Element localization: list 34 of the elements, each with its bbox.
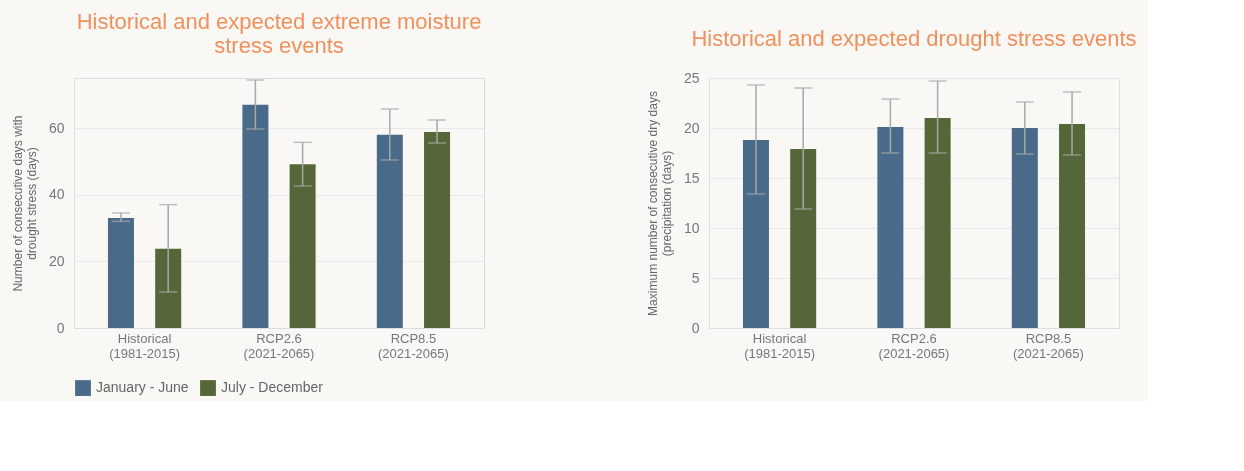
x-tick-label: RCP8.5 (2021-2065) <box>1013 330 1084 361</box>
bar <box>376 134 403 328</box>
bar <box>1011 128 1038 328</box>
legend-label: January - June <box>96 379 189 396</box>
bar <box>877 127 904 328</box>
bar <box>155 248 182 328</box>
chart-title: Historical and expected extreme moisture stress events <box>76 9 482 58</box>
y-tick-label: 5 <box>691 269 700 286</box>
y-tick-label: 40 <box>48 186 65 203</box>
bar <box>742 140 769 328</box>
y-axis-title: Maximum number of consecutive dry days (precipitation (days) <box>645 91 674 316</box>
y-tick-label: 15 <box>683 169 700 186</box>
bar <box>107 218 134 328</box>
y-tick-label: 20 <box>48 252 65 269</box>
bar <box>790 149 817 328</box>
y-tick-label: 25 <box>683 69 700 86</box>
chart-title: Historical and expected drought stress events <box>691 26 1137 51</box>
x-tick-label: Historical (1981-2015) <box>744 330 815 361</box>
x-tick-label: RCP8.5 (2021-2065) <box>378 330 449 361</box>
x-tick-label: RCP2.6 (2021-2065) <box>243 330 315 361</box>
bar <box>924 118 951 328</box>
y-tick-label: 0 <box>691 319 700 336</box>
y-tick-label: 60 <box>48 119 65 136</box>
bar <box>242 104 269 328</box>
legend-label: July - December <box>221 379 324 396</box>
bar <box>1059 124 1086 328</box>
bar <box>289 164 316 328</box>
y-tick-label: 10 <box>683 219 700 236</box>
x-tick-label: RCP2.6 (2021-2065) <box>878 330 950 361</box>
y-axis-title: Number of consecutive days with drought stress (days) <box>10 115 39 292</box>
y-tick-label: 0 <box>56 319 65 336</box>
bar <box>424 132 451 328</box>
y-tick-label: 20 <box>683 119 700 136</box>
x-tick-label: Historical (1981-2015) <box>109 330 180 361</box>
